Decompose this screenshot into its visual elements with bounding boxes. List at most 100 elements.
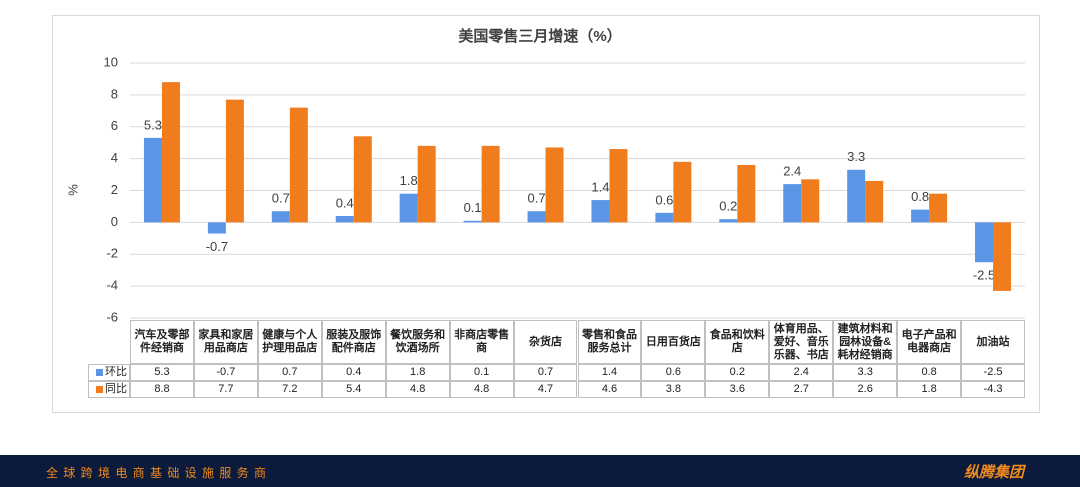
data-label: 0.2 — [719, 199, 737, 214]
data-label: 0.6 — [655, 192, 673, 207]
table-value: 0.1 — [449, 364, 514, 381]
bar — [143, 137, 162, 223]
bar — [353, 136, 372, 223]
table-value: 2.7 — [769, 381, 834, 398]
tagline: 全 球 跨 境 电 商 基 础 设 施 服 务 商 — [46, 466, 268, 480]
data-label: 0.1 — [464, 200, 482, 215]
bar — [801, 179, 820, 223]
logo: 纵腾集团 — [963, 464, 1024, 481]
category-label: 家具和家居用品商店 — [193, 320, 258, 364]
table-value: 7.7 — [193, 381, 258, 398]
category-label: 杂货店 — [513, 320, 578, 364]
category-label: 餐饮服务和饮酒场所 — [385, 320, 450, 364]
table-value: 4.8 — [449, 381, 514, 398]
chart-frame — [52, 15, 1040, 413]
table-value: 5.4 — [321, 381, 386, 398]
category-label: 电子产品和电器商店 — [897, 320, 962, 364]
category-label: 非商店零售商 — [449, 320, 514, 364]
legend-label: 同比 — [105, 383, 127, 395]
table-value: 1.8 — [897, 381, 962, 398]
table-value: -2.5 — [961, 364, 1025, 381]
bar — [271, 211, 290, 223]
category-label: 零售和食品服务总计 — [577, 320, 642, 364]
y-tick-label: 8 — [111, 86, 118, 101]
bar — [545, 147, 564, 223]
table-value: 2.4 — [769, 364, 834, 381]
table-value: -0.7 — [193, 364, 258, 381]
table-value: 5.3 — [130, 364, 194, 381]
category-label: 汽车及零部件经销商 — [130, 320, 194, 364]
bar — [847, 169, 866, 223]
bar — [719, 219, 738, 223]
data-label: 0.4 — [336, 195, 354, 210]
footer: 全 球 跨 境 电 商 基 础 设 施 服 务 商 纵腾集团 — [0, 455, 1080, 487]
table-value: 0.2 — [705, 364, 770, 381]
bar — [929, 193, 948, 223]
data-label: -2.5 — [973, 268, 995, 283]
chart-title: 美国零售三月增速（%） — [458, 27, 621, 45]
data-label: 3.3 — [847, 149, 865, 164]
table-value: 8.8 — [130, 381, 194, 398]
bar — [993, 222, 1012, 291]
y-tick-label: 6 — [111, 118, 118, 133]
table-value: 3.3 — [833, 364, 898, 381]
chart: 美国零售三月增速（%） % -6 -4 -2 0 2 4 6 8 10 5.3 -0.7 0.7 0.4… — [65, 27, 1025, 324]
table-value: 4.7 — [513, 381, 578, 398]
bar — [225, 99, 244, 223]
bar — [673, 161, 692, 223]
category-label: 食品和饮料店 — [705, 320, 770, 364]
table-value: 4.8 — [385, 381, 450, 398]
table-value: 0.7 — [257, 364, 322, 381]
bar — [865, 180, 884, 223]
bar — [481, 145, 500, 223]
bar — [783, 184, 802, 223]
y-tick-label: -4 — [106, 278, 118, 293]
data-label: 0.8 — [911, 189, 929, 204]
y-tick-label: -6 — [106, 309, 118, 324]
y-axis-label: % — [65, 184, 80, 196]
legend-swatch — [96, 369, 103, 376]
table-value: 3.6 — [705, 381, 770, 398]
y-tick-label: 4 — [111, 150, 118, 165]
bar — [591, 200, 610, 223]
bar — [655, 212, 674, 223]
legend-entry: 同比 — [88, 381, 130, 398]
bar — [289, 107, 308, 223]
data-label: 0.7 — [527, 191, 545, 206]
table-value: 0.7 — [513, 364, 578, 381]
table-value: 0.8 — [897, 364, 962, 381]
bar — [417, 145, 436, 223]
legend-entry: 环比 — [88, 364, 130, 381]
category-label: 体育用品、爱好、音乐乐器、书店 — [769, 320, 834, 364]
table-value: 1.4 — [577, 364, 642, 381]
bar — [335, 216, 354, 223]
table-value: 0.4 — [321, 364, 386, 381]
table-value: 7.2 — [257, 381, 322, 398]
y-tick-label: 0 — [111, 214, 118, 229]
bar — [399, 193, 418, 223]
table-value: 1.8 — [385, 364, 450, 381]
data-label: 5.3 — [144, 117, 162, 132]
category-label: 服装及服饰配件商店 — [321, 320, 386, 364]
y-tick-label: -2 — [106, 246, 118, 261]
data-label: 1.8 — [400, 173, 418, 188]
legend-swatch — [96, 386, 103, 393]
category-label: 加油站 — [961, 320, 1025, 364]
bar — [161, 82, 180, 223]
table-value: -4.3 — [961, 381, 1025, 398]
category-label: 日用百货店 — [641, 320, 706, 364]
y-tick-label: 2 — [111, 182, 118, 197]
data-label: 2.4 — [783, 164, 801, 179]
data-label: -0.7 — [206, 239, 228, 254]
legend-label: 环比 — [105, 366, 127, 378]
category-label: 健康与个人护理用品店 — [257, 320, 322, 364]
bar — [609, 149, 628, 223]
bar — [975, 222, 994, 263]
bar — [207, 222, 226, 234]
data-label: 0.7 — [272, 191, 290, 206]
table-value: 3.8 — [641, 381, 706, 398]
bar — [463, 220, 482, 223]
y-tick-label: 10 — [104, 54, 118, 69]
table-value: 4.6 — [577, 381, 642, 398]
